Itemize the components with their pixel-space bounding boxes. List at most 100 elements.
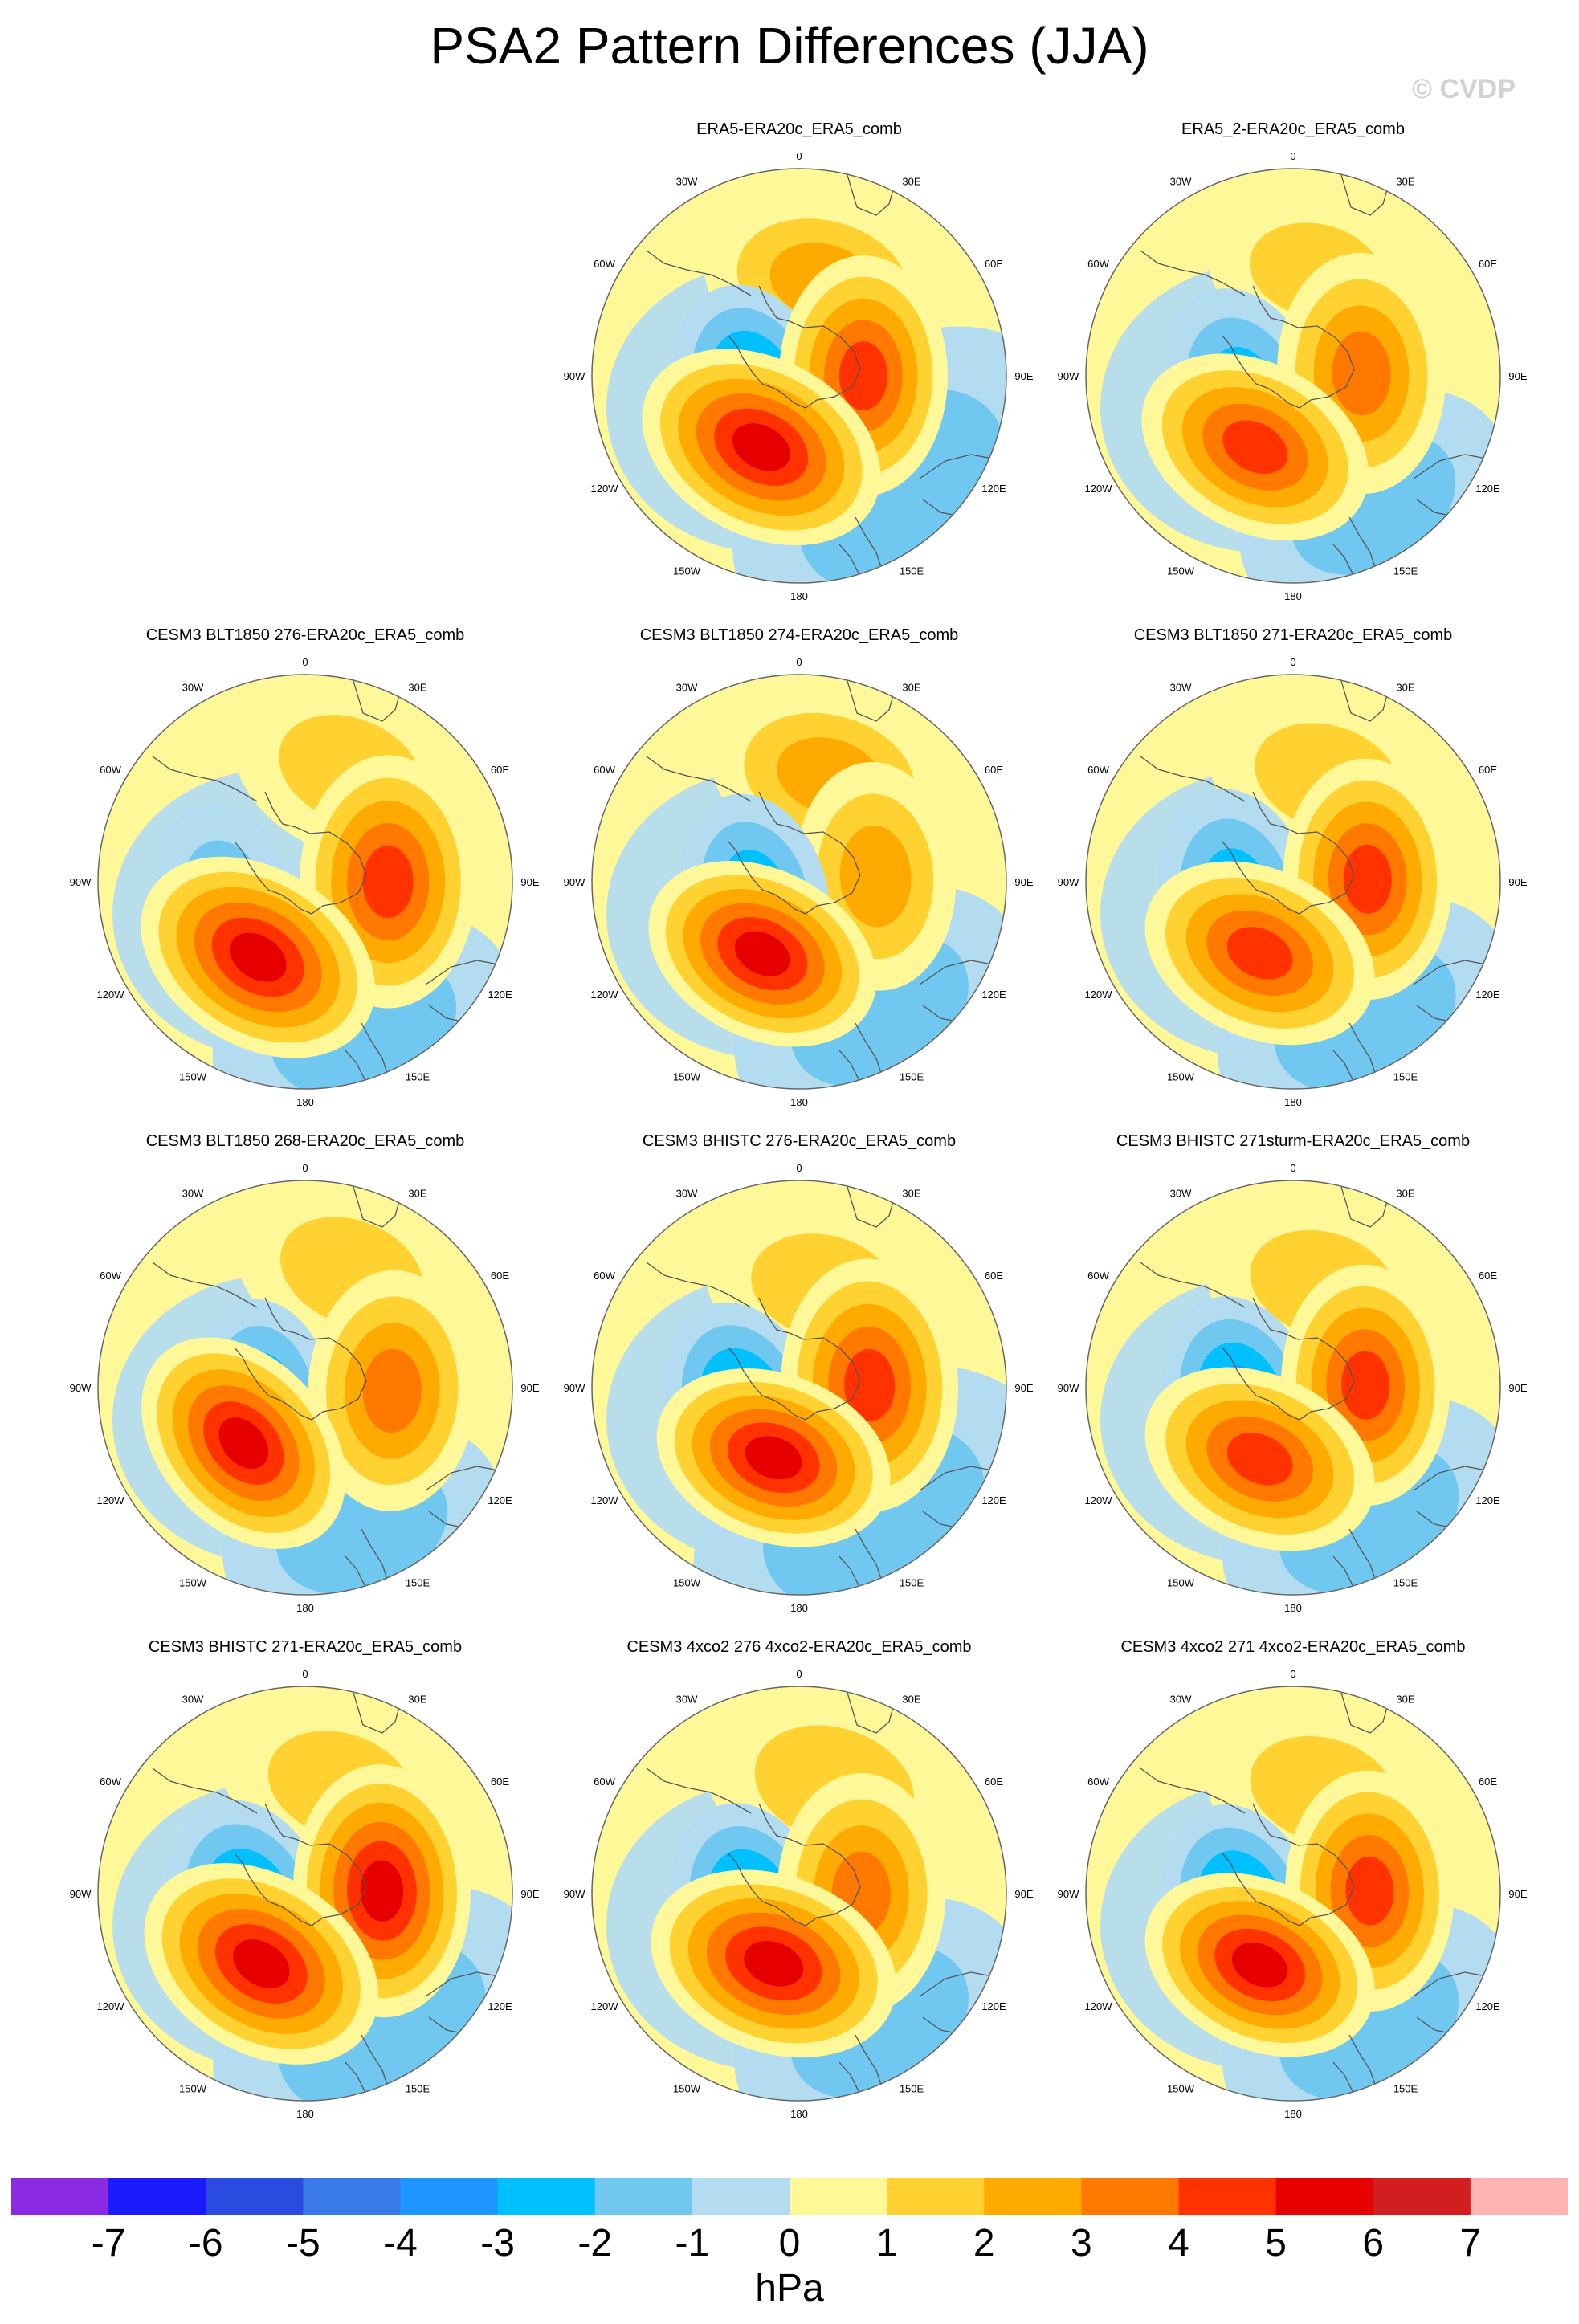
longitude-label: 150W [673,1577,701,1589]
coastline [1348,2034,1377,2090]
contour-band [1231,1943,1288,1988]
longitude-label: 120E [1475,989,1500,1001]
longitude-label: 150E [900,1577,924,1589]
colorbar-swatch [1470,2178,1568,2215]
longitude-label: 30W [1170,682,1192,694]
longitude-label: 30W [182,682,204,694]
longitude-label: 90E [1508,876,1527,888]
polar-map: 0 30E 60E 90E 120E 150E 180 150W 120W 90W 60W 30W [70,1162,540,1614]
map-border [1085,168,1501,584]
longitude-label: 150W [1167,1577,1195,1589]
contour-band [362,846,414,918]
longitude-label: 0 [796,1162,802,1174]
map-border [97,1686,513,2102]
longitude-label: 30E [1396,1188,1414,1200]
coastline [1413,1971,1500,2036]
positive-anomaly-center [1144,861,1375,1046]
coastline [152,1767,258,1814]
longitude-label: 90W [1058,1888,1079,1900]
longitude-label: 150W [179,2083,207,2095]
longitude-label: 30W [676,682,698,694]
coastline [1332,1050,1353,1080]
positive-anomaly-center [141,856,375,1058]
coastline [425,1466,512,1530]
longitude-label: 0 [1290,150,1295,162]
longitude-label: 60E [1479,764,1497,776]
coastline [234,791,367,915]
longitude-label: 90W [564,876,585,888]
longitude-label: 150W [179,1577,207,1589]
contour-band [229,932,287,982]
longitude-label: 60W [594,1776,615,1788]
longitude-label: 90E [1014,370,1033,382]
longitude-label: 150W [1167,1071,1195,1083]
polar-map: 0 30E 60E 90E 120E 150E 180 150W 120W 90W 60W 30W [564,1668,1034,2120]
longitude-label: 60E [985,764,1003,776]
longitude-label: 180 [1284,2108,1302,2120]
contour-band [745,1436,802,1480]
longitude-label: 60E [985,1270,1003,1282]
longitude-label: 0 [796,1668,802,1680]
map-panel: CESM3 BLT1850 276-ERA20c_ERA5_comb 0 30E 60… [64,626,546,1124]
coastline [919,1466,1006,1530]
coastline [1222,791,1355,915]
longitude-label: 150E [1393,1071,1418,1083]
colorbar-tick-label: 2 [973,2222,995,2265]
longitude-label: 90E [520,876,539,888]
longitude-label: 150E [1393,2083,1418,2095]
coastline [728,1297,861,1421]
polar-map: 0 30E 60E 90E 120E 150E 180 150W 120W 90W 60W 30W [564,1162,1034,1614]
contour-band [744,1941,804,1987]
coastline [425,960,512,1024]
longitude-label: 120E [981,2000,1006,2012]
longitude-label: 180 [1284,1096,1302,1108]
colorbar-tick-label: 1 [875,2222,898,2265]
panel-title: CESM3 BHISTC 271sturm-ERA20c_ERA5_comb [1116,1132,1471,1150]
longitude-label: 60W [100,1270,121,1282]
colorbar-tick-label: -6 [188,2222,223,2265]
longitude-label: 90W [70,1888,92,1900]
colorbar-swatch [1275,2178,1374,2215]
positive-anomaly-center [308,1270,477,1511]
longitude-label: 120W [1085,989,1113,1001]
longitude-label: 60W [594,1270,615,1282]
map-border [97,674,513,1090]
colorbar-tick-label: -1 [675,2222,710,2265]
longitude-label: 0 [1290,1668,1295,1680]
panel-title: CESM3 4xco2 271 4xco2-ERA20c_ERA5_comb [1120,1638,1466,1656]
longitude-label: 60W [1087,258,1109,270]
coastline [1413,454,1500,518]
panel-title: CESM3 4xco2 276 4xco2-ERA20c_ERA5_comb [626,1638,972,1656]
colorbar-units: hPa [755,2267,824,2310]
map-border [591,674,1007,1090]
longitude-label: 150E [406,1577,430,1589]
contour-band [1341,1350,1390,1420]
longitude-label: 90W [70,1382,92,1394]
longitude-label: 90E [1508,1888,1527,1900]
longitude-label: 180 [790,1096,808,1108]
longitude-label: 150W [673,1071,701,1083]
contour-band [1343,844,1392,914]
panel-title: CESM3 BLT1850 276-ERA20c_ERA5_comb [145,626,465,644]
map-border [591,168,1007,584]
polar-map: 0 30E 60E 90E 120E 150E 180 150W 120W 90W 60W 30W [564,656,1034,1108]
longitude-label: 90E [520,1888,539,1900]
coastline [1413,1466,1500,1530]
coastline [847,174,898,216]
longitude-label: 60E [1479,1776,1497,1788]
longitude-label: 120E [488,2000,512,2012]
longitude-label: 150E [900,1071,924,1083]
map-panel: CESM3 BHISTC 276-ERA20c_ERA5_comb 0 30E 60E… [558,1132,1040,1630]
coastline [855,1022,883,1078]
coastline [1332,2061,1353,2092]
longitude-label: 30W [182,1694,204,1706]
coastline [1222,1297,1355,1421]
longitude-label: 30E [1396,682,1414,694]
longitude-label: 30E [902,682,920,694]
positive-anomaly-center [1141,353,1369,541]
coastline [1340,174,1392,216]
coastline [855,1528,883,1584]
contour-band [839,826,912,928]
longitude-label: 120E [1475,2000,1500,2012]
map-border [1085,1180,1501,1596]
